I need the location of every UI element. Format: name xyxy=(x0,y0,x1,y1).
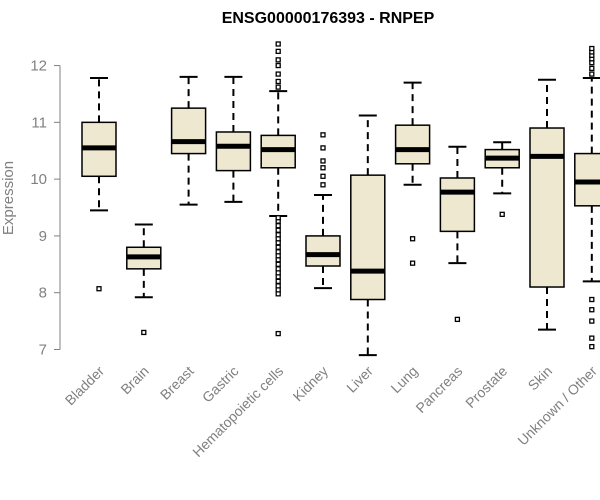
outlier-point xyxy=(275,249,281,255)
x-tick-label: Breast xyxy=(157,363,197,403)
box-bladder xyxy=(81,77,117,292)
box-hematopoietic-cells xyxy=(260,41,296,337)
outlier-point xyxy=(589,71,595,77)
x-tick-label: Unknown / Other xyxy=(514,363,600,449)
y-tick-label: 7 xyxy=(39,341,47,358)
x-tick-label: Liver xyxy=(343,363,376,396)
box-prostate xyxy=(484,141,520,217)
outlier-point xyxy=(589,65,595,72)
y-tick-label: 8 xyxy=(39,285,47,302)
box-iqr xyxy=(394,124,431,165)
outlier-point xyxy=(320,182,326,188)
box-breast xyxy=(170,75,207,206)
x-tick-label: Brain xyxy=(117,363,151,397)
outlier-point xyxy=(275,84,281,90)
outlier-point xyxy=(499,211,505,217)
box-kidney xyxy=(305,132,341,290)
outlier-point xyxy=(454,316,461,323)
outlier-point xyxy=(409,260,416,266)
outlier-point xyxy=(589,307,595,313)
box-skin xyxy=(529,78,565,331)
outlier-point xyxy=(275,62,281,69)
outlier-point xyxy=(275,232,281,238)
outlier-point xyxy=(320,165,326,171)
outlier-point xyxy=(275,223,281,229)
y-tick-label: 10 xyxy=(30,171,47,188)
outlier-point xyxy=(589,296,595,303)
outlier-point xyxy=(141,329,147,336)
x-tick-label: Gastric xyxy=(199,363,242,406)
box-iqr xyxy=(529,127,565,288)
boxes-group xyxy=(81,41,600,357)
box-lung xyxy=(394,81,431,266)
outlier-point xyxy=(275,283,281,289)
outlier-point xyxy=(320,132,326,138)
outlier-point xyxy=(589,45,595,52)
outlier-point xyxy=(275,71,281,77)
x-tick-label: Pancreas xyxy=(412,363,465,416)
outlier-point xyxy=(275,227,281,233)
y-tick-label: 9 xyxy=(39,228,47,245)
box-gastric xyxy=(215,75,252,203)
outlier-point xyxy=(589,318,595,324)
x-tick-label: Skin xyxy=(525,363,556,394)
box-unknown-other xyxy=(574,45,600,350)
box-iqr xyxy=(350,174,386,301)
chart-title: ENSG00000176393 - RNPEP xyxy=(222,10,435,27)
outlier-point xyxy=(275,48,281,55)
x-tick-label: Bladder xyxy=(62,363,108,409)
outlier-point xyxy=(320,158,326,164)
outlier-point xyxy=(275,266,281,272)
box-brain xyxy=(126,223,162,336)
outlier-point xyxy=(275,215,281,221)
box-pancreas xyxy=(439,145,476,323)
outlier-point xyxy=(275,261,281,267)
outlier-point xyxy=(275,278,281,284)
outlier-point xyxy=(275,41,281,47)
y-axis: 7 8 9 10 11 12 xyxy=(30,58,61,358)
outlier-point xyxy=(275,78,281,85)
box-iqr xyxy=(305,235,341,267)
outlier-point xyxy=(96,286,102,292)
box-iqr xyxy=(439,177,476,233)
outlier-point xyxy=(275,244,281,250)
outlier-point xyxy=(320,173,326,179)
box-liver xyxy=(350,114,386,357)
x-tick-label: Lung xyxy=(387,363,420,396)
outlier-point xyxy=(409,236,416,242)
x-tick-label: Kidney xyxy=(290,363,332,405)
outlier-point xyxy=(589,335,595,341)
outlier-point xyxy=(589,343,595,350)
outlier-point xyxy=(320,145,326,151)
box-iqr xyxy=(215,131,252,172)
y-tick-label: 11 xyxy=(31,114,47,131)
x-tick-label: Prostate xyxy=(462,363,510,411)
outlier-point xyxy=(275,330,281,337)
box-iqr xyxy=(170,107,207,155)
outlier-point xyxy=(275,57,281,63)
y-tick-label: 12 xyxy=(30,58,47,75)
y-axis-label: Expression xyxy=(0,161,17,235)
